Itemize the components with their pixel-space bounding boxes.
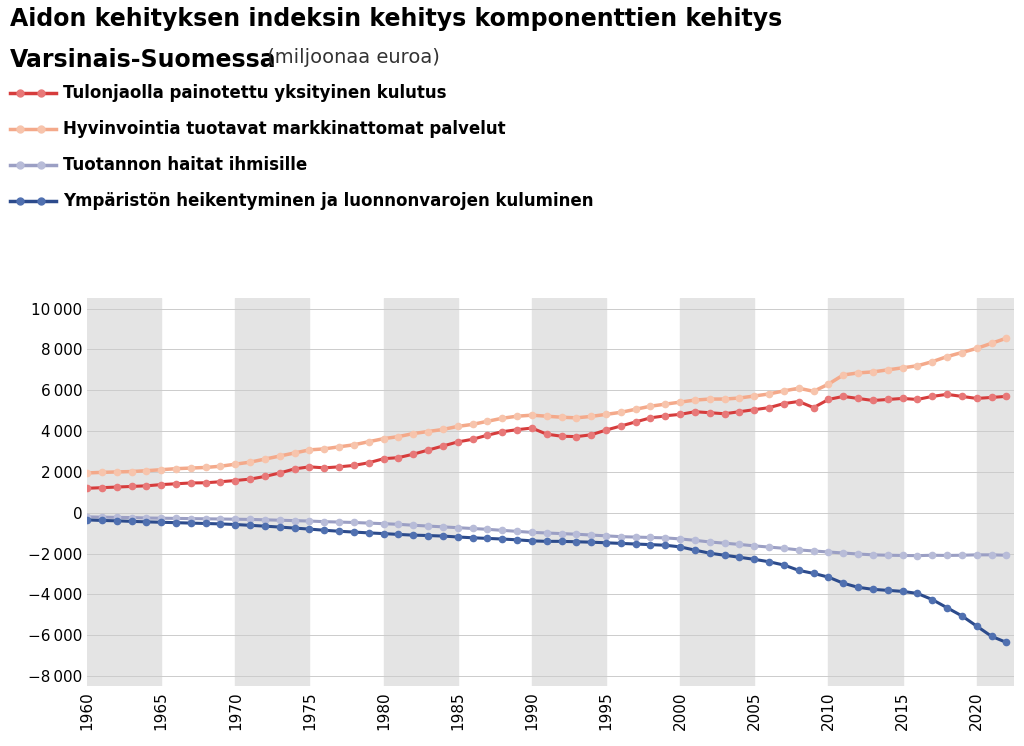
Text: Tuotannon haitat ihmisille: Tuotannon haitat ihmisille <box>63 156 308 174</box>
Text: Ympäristön heikentyminen ja luonnonvarojen kuluminen: Ympäristön heikentyminen ja luonnonvaroj… <box>63 192 594 210</box>
Text: (miljoonaa euroa): (miljoonaa euroa) <box>261 48 440 67</box>
Bar <box>384 298 458 686</box>
Bar <box>680 298 755 686</box>
Bar <box>236 298 309 686</box>
Bar <box>531 298 606 686</box>
Text: Aidon kehityksen indeksin kehitys komponenttien kehitys: Aidon kehityksen indeksin kehitys kompon… <box>10 7 782 31</box>
Text: Tulonjaolla painotettu yksityinen kulutus: Tulonjaolla painotettu yksityinen kulutu… <box>63 84 447 102</box>
Text: Varsinais-Suomessa: Varsinais-Suomessa <box>10 48 276 72</box>
Text: Hyvinvointia tuotavat markkinattomat palvelut: Hyvinvointia tuotavat markkinattomat pal… <box>63 120 506 138</box>
Bar <box>87 298 161 686</box>
Bar <box>977 298 1024 686</box>
Bar <box>828 298 902 686</box>
